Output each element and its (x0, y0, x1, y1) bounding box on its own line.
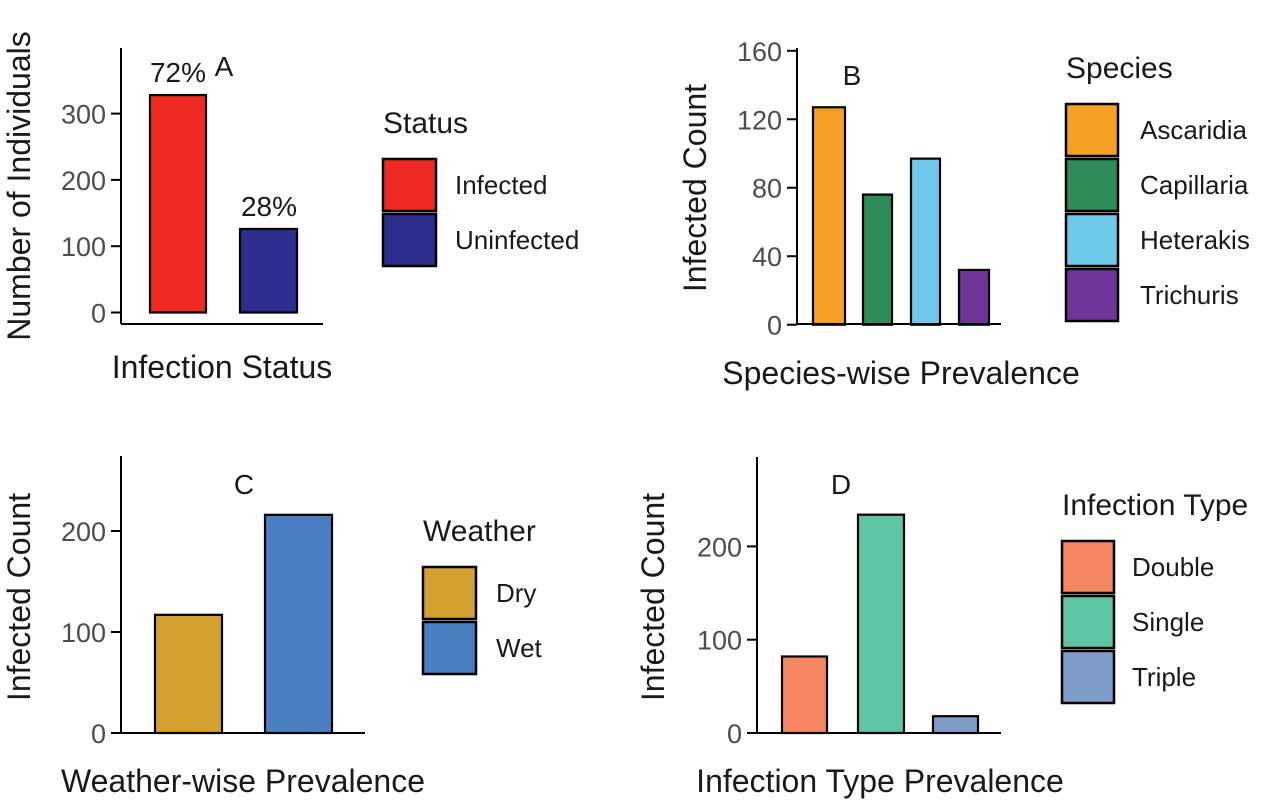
bar-single (856, 513, 906, 735)
y-tick-label: 300 (61, 100, 106, 130)
panel-c: 0 100 200 C Infected Count Weather-wise Preva… (1, 456, 543, 799)
legend-label: Dry (496, 578, 536, 608)
x-axis-title: Species-wise Prevalence (722, 355, 1080, 391)
legend-swatch (421, 565, 478, 621)
y-axis-title: Infected Count (635, 493, 671, 701)
y-tick-label: 0 (91, 719, 106, 749)
x-axis-title: Weather-wise Prevalence (61, 763, 425, 799)
y-tick-label: 100 (61, 618, 106, 648)
legend: Infection Type Double Single Triple (1060, 489, 1248, 705)
y-tick-label: 40 (752, 242, 782, 272)
legend-label: Double (1132, 552, 1214, 582)
legend-swatch (381, 212, 438, 268)
panel-b: 0 40 80 120 160 B Infected Count Species-wise P… (677, 37, 1250, 391)
legend-label: Trichuris (1140, 280, 1239, 310)
legend-label: Uninfected (455, 225, 579, 255)
legend-label: Infected (455, 170, 548, 200)
legend-label: Ascaridia (1140, 115, 1247, 145)
legend-swatch (1060, 594, 1116, 650)
panel-a: 72% 28% 0 100 200 300 A Number of Individuals In… (1, 31, 579, 385)
legend-label: Heterakis (1140, 225, 1250, 255)
y-tick-label: 120 (737, 105, 782, 135)
legend-swatch (1064, 212, 1120, 268)
panel-d: 0 100 200 D Infected Count Infection Type Pre… (635, 457, 1248, 799)
bar-heterakis (909, 157, 942, 326)
legend-swatch (1064, 157, 1120, 213)
data-label-infected: 72% (150, 57, 206, 88)
legend-label: Triple (1132, 662, 1196, 692)
y-tick-label: 0 (91, 299, 106, 329)
y-tick-label: 100 (61, 232, 106, 262)
y-tick-label: 200 (61, 166, 106, 196)
bar-infected (148, 93, 208, 314)
bar-capillaria (861, 193, 894, 326)
y-axis-title: Number of Individuals (1, 31, 37, 340)
bar-uninfected (238, 227, 299, 314)
x-axis-title: Infection Status (112, 349, 333, 385)
legend-label: Capillaria (1140, 170, 1249, 200)
panel-tag: C (234, 469, 254, 500)
panel-tag: D (831, 469, 851, 500)
y-tick-label: 0 (727, 719, 742, 749)
legend-swatch (381, 157, 438, 213)
legend-swatch (1060, 539, 1116, 595)
bar-triple (931, 715, 980, 735)
legend: Species Ascaridia Capillaria Heterakis Trich… (1064, 52, 1250, 323)
y-axis-title: Infected Count (1, 493, 37, 701)
bar-dry (153, 613, 224, 735)
y-tick-label: 160 (737, 37, 782, 67)
data-label-uninfected: 28% (241, 191, 297, 222)
legend-title: Status (383, 107, 468, 140)
y-axis-title: Infected Count (677, 84, 713, 292)
legend-swatch (1060, 649, 1116, 705)
legend-title: Weather (423, 515, 536, 548)
y-tick-label: 200 (61, 517, 106, 547)
y-tick-label: 200 (697, 532, 742, 562)
y-tick-label: 0 (767, 311, 782, 341)
x-axis-title: Infection Type Prevalence (696, 763, 1064, 799)
panel-tag: B (843, 60, 862, 91)
legend-swatch (1064, 102, 1120, 158)
legend-title: Infection Type (1062, 489, 1248, 522)
bar-ascaridia (811, 106, 847, 326)
legend: Weather Dry Wet (421, 515, 543, 676)
legend-label: Wet (496, 633, 543, 663)
legend: Status Infected Uninfected (381, 107, 579, 268)
bar-trichuris (957, 268, 991, 326)
y-tick-label: 100 (697, 626, 742, 656)
y-tick-label: 80 (752, 174, 782, 204)
legend-title: Species (1066, 52, 1173, 85)
bar-wet (263, 513, 334, 735)
panel-tag: A (215, 51, 234, 82)
bar-double (780, 655, 829, 735)
legend-label: Single (1132, 607, 1204, 637)
legend-swatch (421, 620, 478, 676)
legend-swatch (1064, 267, 1120, 323)
